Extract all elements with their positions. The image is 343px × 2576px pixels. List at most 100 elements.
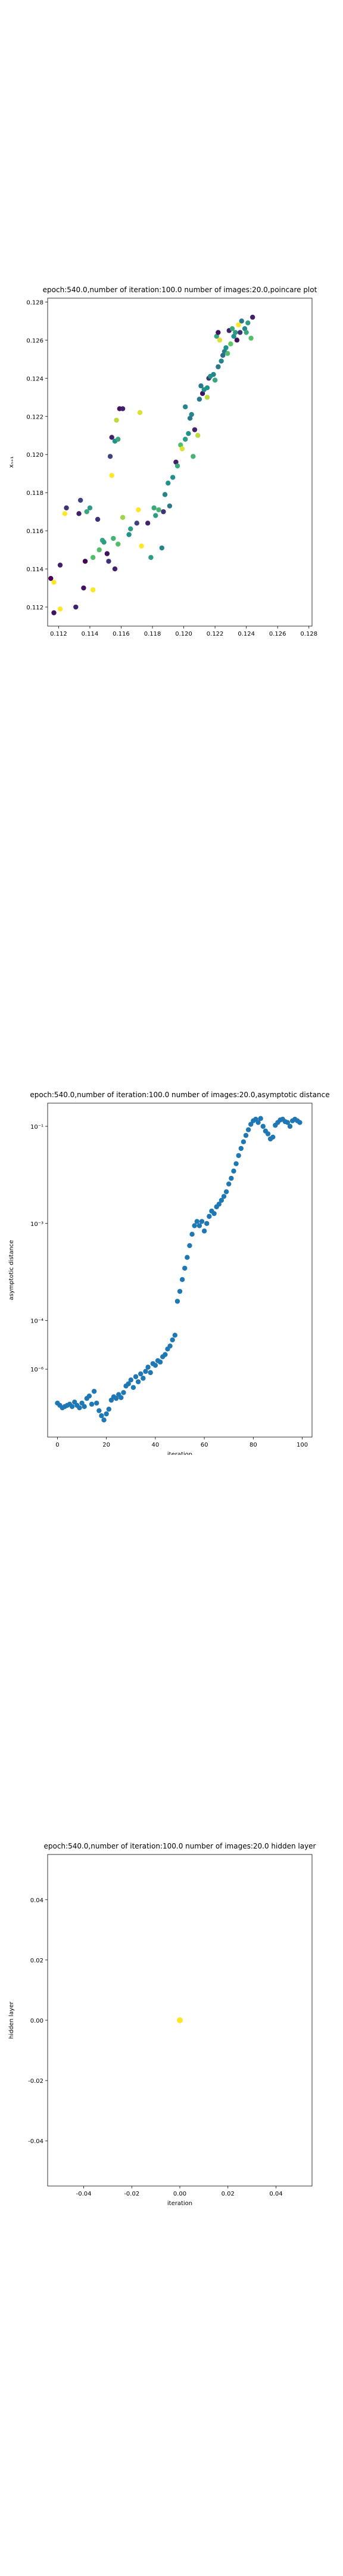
data-point [82,1404,87,1410]
data-point [211,1210,217,1216]
data-point [73,604,79,610]
data-point [96,547,102,553]
x-tick-label: 0.114 [82,631,99,637]
data-point [167,503,173,509]
x-tick-label: 0.124 [238,631,255,637]
data-point [51,580,57,585]
data-point [116,436,121,442]
x-tick-label: 0.04 [269,2191,282,2197]
data-point [297,1120,303,1125]
data-point [77,1405,82,1411]
data-point [231,333,236,339]
data-point [189,411,194,417]
y-tick-label: 0.114 [26,566,43,573]
y-tick-label: 10⁻³ [30,1221,43,1228]
data-point [95,516,101,522]
x-tick-label: 0.128 [300,631,317,637]
data-point [134,521,139,526]
data-point [229,1175,234,1181]
y-tick-label: 0.118 [26,490,43,497]
data-point [248,1122,254,1127]
data-point [116,541,121,547]
data-point [216,1202,222,1207]
data-point [177,1289,183,1294]
y-tick-label: 0.02 [30,1958,43,1964]
data-point [182,404,188,410]
data-point [126,532,132,537]
plot-frame [47,1854,313,2187]
data-point [204,395,210,400]
data-point [84,509,89,515]
data-point [287,1123,293,1129]
data-point [135,1379,141,1385]
x-tick-label: 0.00 [173,2191,186,2197]
data-point [241,1139,247,1145]
y-tick-label: 0.128 [26,299,43,306]
data-point [101,540,107,545]
data-point [148,555,154,561]
data-point [162,492,168,497]
data-point [239,318,244,324]
data-point [172,1332,177,1338]
data-point [143,1368,148,1374]
data-point [199,1219,205,1224]
data-point [237,330,243,335]
data-point [270,1134,276,1140]
data-point [214,333,219,339]
x-tick-label: 0.122 [207,631,224,637]
data-point [179,1277,185,1283]
x-tick-label: 20 [102,1442,110,1448]
data-point [223,1189,229,1194]
chart-title: epoch:540.0,number of iteration:100.0 nu… [43,1842,316,1850]
data-point [163,1352,168,1357]
data-point [145,1364,151,1370]
data-point [145,521,151,526]
data-point [113,1395,119,1401]
x-tick-label: -0.02 [124,2191,139,2197]
data-point [265,1131,271,1137]
x-tick-label: 80 [250,1442,257,1448]
plot-frame [47,1103,313,1438]
x-tick-label: 60 [201,1442,208,1448]
data-point [217,338,223,343]
data-point [250,314,255,320]
y-axis-label: asymptotic distance [8,1240,15,1300]
data-point [111,535,116,541]
data-point [179,446,185,451]
data-point [229,326,235,332]
data-point [106,1407,111,1412]
data-point [89,1401,95,1407]
data-point [182,436,188,442]
data-point [170,1337,175,1343]
x-tick-label: 40 [152,1442,160,1448]
x-tick-label: 0.116 [113,631,130,637]
data-point [119,1395,124,1400]
data-point [128,1377,133,1383]
data-point [96,1408,102,1413]
data-point [90,555,96,561]
data-point [106,559,111,564]
y-tick-label: 0.112 [26,605,43,611]
data-point [109,435,114,440]
y-tick-label: 0.04 [30,1897,43,1904]
data-point [194,1219,199,1224]
data-point [191,454,196,459]
data-point [187,416,193,421]
data-point [207,1213,212,1219]
data-point [192,1223,197,1228]
data-point [101,1417,107,1423]
data-point [236,1153,241,1159]
data-point [138,1371,144,1377]
data-point [51,610,57,615]
y-tick-label: -0.02 [28,2078,43,2085]
x-tick-label: -0.04 [76,2191,92,2197]
data-point [167,1343,173,1349]
data-point [234,338,240,343]
data-point [242,326,248,332]
data-point [285,1120,291,1125]
data-point [82,559,88,564]
data-point [137,410,143,416]
data-point [236,322,241,327]
data-point [141,1376,146,1381]
data-point [174,1299,180,1304]
